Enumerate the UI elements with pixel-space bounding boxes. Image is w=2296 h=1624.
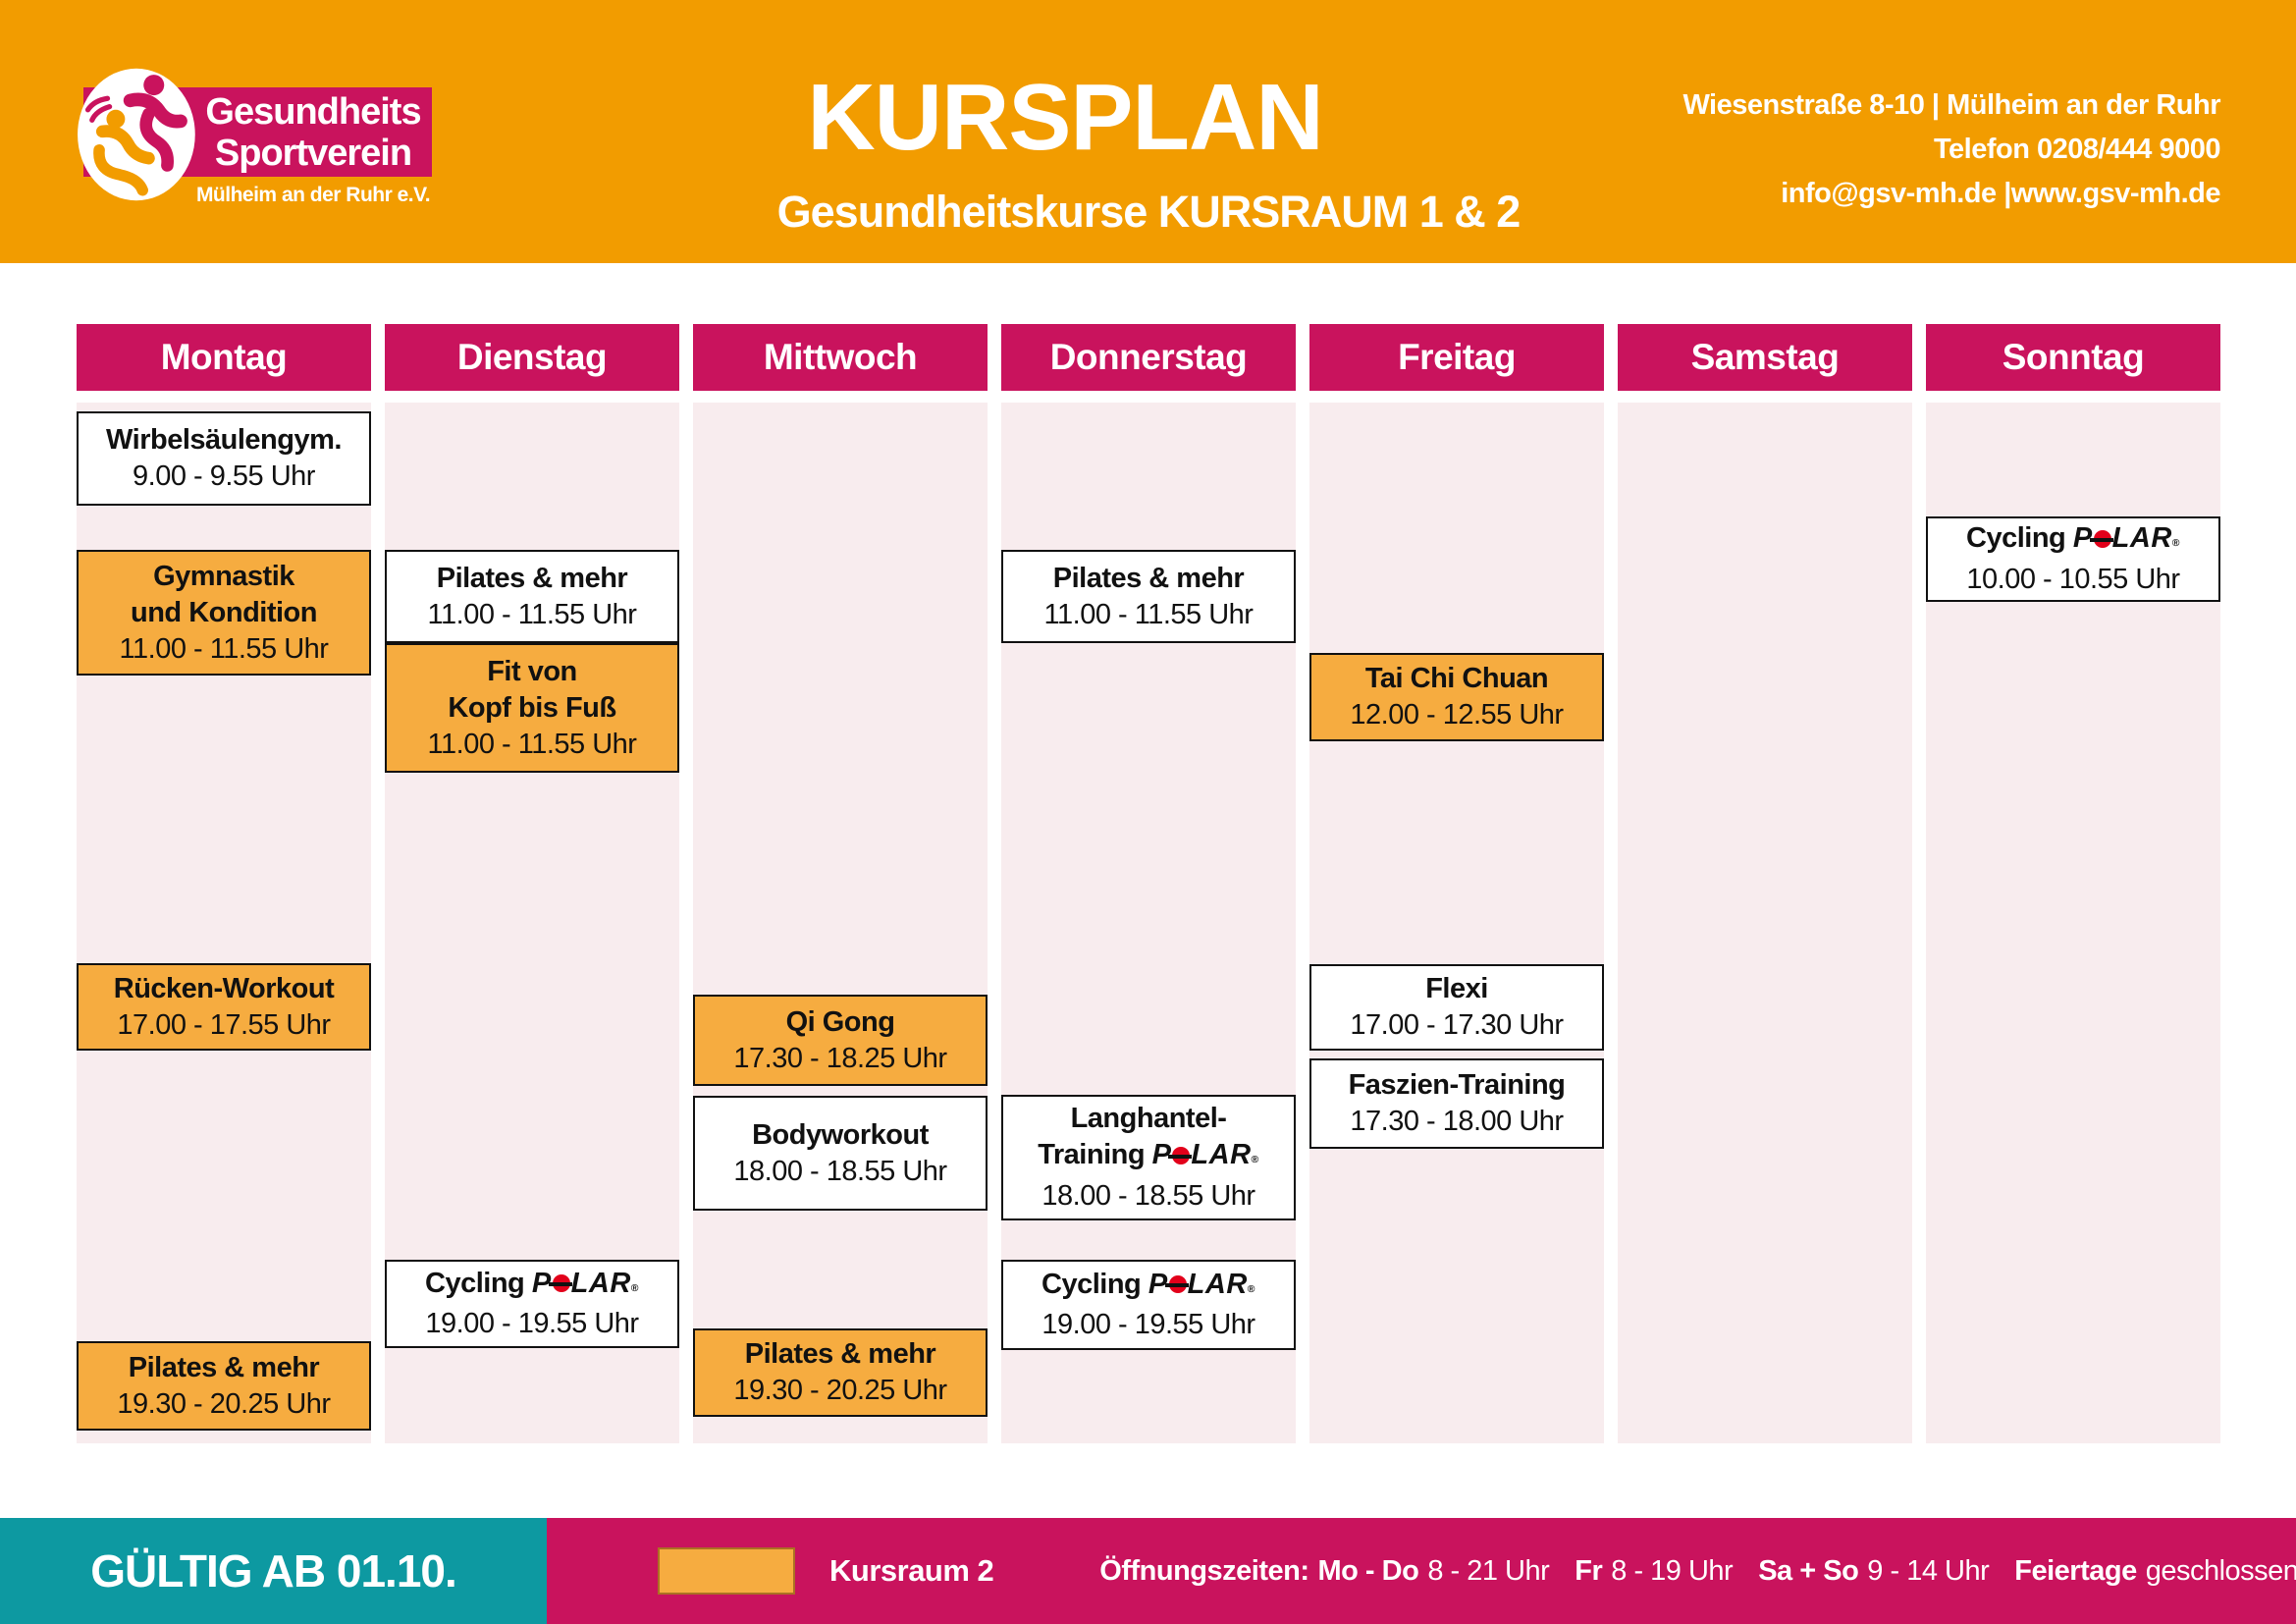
course-time: 10.00 - 10.55 Uhr [1966, 563, 2180, 595]
club-name-line1: Gesundheits [205, 91, 421, 133]
day-column-dienstag: Pilates & mehr 11.00 - 11.55 Uhr Fit von Ko… [385, 403, 679, 1443]
course-time: 18.00 - 18.55 Uhr [1041, 1179, 1255, 1212]
course-title-line: Pilates & mehr [744, 1338, 936, 1370]
course-card: Gymnastik und Kondition 11.00 - 11.55 Uhr [77, 550, 371, 676]
day-column-samstag [1618, 403, 1912, 1443]
day-header-sonntag: Sonntag [1926, 324, 2220, 391]
opening-hours-segment: Mo - Do [1317, 1554, 1419, 1587]
day-column-freitag: Tai Chi Chuan 12.00 - 12.55 Uhr Flexi 17.00… [1309, 403, 1604, 1443]
page-subtitle: Gesundheitskurse KURSRAUM 1 & 2 [776, 187, 1522, 237]
day-column-sonntag: Cycling P LAR® 10.00 - 10.55 Uhr [1926, 403, 2220, 1443]
day-header-freitag: Freitag [1309, 324, 1604, 391]
opening-hours: Öffnungszeiten: Mo - Do 8 - 21 Uhr Fr 8 - 19… [1099, 1555, 2296, 1588]
course-time: 11.00 - 11.55 Uhr [119, 632, 329, 665]
contact-phone: Telefon 0208/444 9000 [1933, 134, 2221, 165]
course-card: Pilates & mehr 19.30 - 20.25 Uhr [693, 1328, 988, 1417]
course-title-line: Qi Gong [785, 1005, 895, 1038]
day-column-montag: Wirbelsäulengym. 9.00 - 9.55 Uhr Gymnastik… [77, 403, 371, 1443]
opening-hours-segment: 9 - 14 Uhr [1867, 1554, 1990, 1587]
club-name: Gesundheits Sportverein [196, 91, 430, 174]
course-title-line: Faszien-Training [1348, 1069, 1566, 1101]
course-title-line: Pilates & mehr [128, 1351, 320, 1383]
opening-hours-segment: Öffnungszeiten: [1099, 1554, 1309, 1587]
course-title-line: Cycling P LAR® [1041, 1268, 1255, 1300]
course-time: 19.30 - 20.25 Uhr [733, 1375, 947, 1406]
footer-legend-bar: Kursraum 2 Öffnungszeiten: Mo - Do 8 - 21 … [547, 1518, 2296, 1624]
course-time: 11.00 - 11.55 Uhr [427, 598, 637, 630]
course-title-line: Langhantel- [1070, 1103, 1227, 1135]
course-card: Cycling P LAR® 19.00 - 19.55 Uhr [385, 1260, 679, 1348]
course-card: Rücken-Workout 17.00 - 17.55 Uhr [77, 963, 371, 1051]
course-card: Tai Chi Chuan 12.00 - 12.55 Uhr [1309, 653, 1604, 741]
day-column-mittwoch: Qi Gong 17.30 - 18.25 Uhr Bodyworkout 18.00… [693, 403, 988, 1443]
club-name-line2: Sportverein [214, 133, 412, 174]
opening-hours-segment: geschlossen [2145, 1554, 2296, 1587]
course-card: Cycling P LAR® 10.00 - 10.55 Uhr [1926, 516, 2220, 602]
course-title-line: Cycling P LAR® [1966, 522, 2180, 555]
contact-info: Wiesenstraße 8-10 | Mülheim an der Ruhr … [1682, 83, 2220, 216]
course-card: Pilates & mehr 19.30 - 20.25 Uhr [77, 1341, 371, 1431]
course-card: Langhantel- Training P LAR® 18.00 - 18.55 U… [1001, 1095, 1296, 1220]
course-card: Wirbelsäulengym. 9.00 - 9.55 Uhr [77, 411, 371, 506]
contact-email-web: info@gsv-mh.de |www.gsv-mh.de [1781, 178, 2220, 209]
day-header-dienstag: Dienstag [385, 324, 679, 391]
course-title-line: Cycling P LAR® [425, 1267, 639, 1299]
polar-logo-icon: P LAR® [531, 1267, 639, 1299]
course-time: 17.30 - 18.25 Uhr [733, 1042, 947, 1074]
page-title: KURSPLAN [807, 65, 1323, 170]
opening-hours-segment: 8 - 19 Uhr [1611, 1554, 1734, 1587]
polar-logo-icon: P LAR® [2072, 522, 2180, 555]
course-time: 12.00 - 12.55 Uhr [1350, 699, 1564, 731]
course-title-line: Gymnastik [153, 560, 294, 592]
course-title-line: Fit von [487, 655, 577, 687]
course-title-line: Bodyworkout [752, 1118, 929, 1151]
course-title-line: Pilates & mehr [436, 562, 628, 594]
course-time: 19.30 - 20.25 Uhr [117, 1387, 331, 1420]
course-time: 11.00 - 11.55 Uhr [427, 728, 637, 760]
course-card: Cycling P LAR® 19.00 - 19.55 Uhr [1001, 1260, 1296, 1350]
course-title-line: Flexi [1425, 973, 1488, 1004]
polar-logo-icon: P LAR® [1151, 1139, 1259, 1171]
course-card: Pilates & mehr 11.00 - 11.55 Uhr [385, 550, 679, 643]
course-card: Fit von Kopf bis Fuß 11.00 - 11.55 Uhr [385, 643, 679, 773]
course-card: Faszien-Training 17.30 - 18.00 Uhr [1309, 1058, 1604, 1149]
header-banner: Gesundheits Sportverein Mülheim an der R… [0, 0, 2296, 263]
opening-hours-segment: 8 - 21 Uhr [1427, 1554, 1550, 1587]
club-city: Mülheim an der Ruhr e.V. [195, 184, 431, 206]
opening-hours-segment: Fr [1575, 1554, 1603, 1587]
course-title-line: Wirbelsäulengym. [106, 424, 342, 456]
course-time: 17.00 - 17.55 Uhr [117, 1008, 331, 1041]
course-title-line: und Kondition [131, 596, 318, 628]
course-time: 19.00 - 19.55 Uhr [425, 1308, 639, 1340]
course-title-line: Tai Chi Chuan [1364, 663, 1549, 694]
valid-from-banner: GÜLTIG AB 01.10. [0, 1518, 547, 1624]
opening-hours-segment: Feiertage [2014, 1554, 2137, 1587]
contact-address: Wiesenstraße 8-10 | Mülheim an der Ruhr [1682, 89, 2220, 121]
opening-hours-segment: Sa + So [1758, 1554, 1859, 1587]
course-time: 18.00 - 18.55 Uhr [733, 1155, 947, 1187]
course-card: Flexi 17.00 - 17.30 Uhr [1309, 964, 1604, 1051]
day-header-donnerstag: Donnerstag [1001, 324, 1296, 391]
course-title-line: Rücken-Workout [113, 972, 335, 1004]
day-header-mittwoch: Mittwoch [693, 324, 988, 391]
course-title-line: Training P LAR® [1038, 1139, 1259, 1171]
course-title-line: Kopf bis Fuß [448, 691, 616, 724]
polar-logo-icon: P LAR® [1148, 1268, 1255, 1300]
club-logo-icon [78, 68, 195, 201]
course-time: 17.30 - 18.00 Uhr [1350, 1106, 1564, 1137]
course-time: 19.00 - 19.55 Uhr [1041, 1309, 1255, 1341]
kursraum2-color-swatch [658, 1547, 795, 1595]
day-column-donnerstag: Pilates & mehr 11.00 - 11.55 Uhr Langhante… [1001, 403, 1296, 1443]
day-header-montag: Montag [77, 324, 371, 391]
course-time: 11.00 - 11.55 Uhr [1043, 598, 1254, 630]
course-time: 17.00 - 17.30 Uhr [1350, 1009, 1564, 1041]
course-title-line: Pilates & mehr [1052, 562, 1245, 594]
course-card: Bodyworkout 18.00 - 18.55 Uhr [693, 1096, 988, 1211]
course-card: Pilates & mehr 11.00 - 11.55 Uhr [1001, 550, 1296, 643]
course-card: Qi Gong 17.30 - 18.25 Uhr [693, 995, 988, 1086]
course-time: 9.00 - 9.55 Uhr [133, 460, 315, 492]
legend-label: Kursraum 2 [829, 1553, 994, 1588]
day-header-samstag: Samstag [1618, 324, 1912, 391]
